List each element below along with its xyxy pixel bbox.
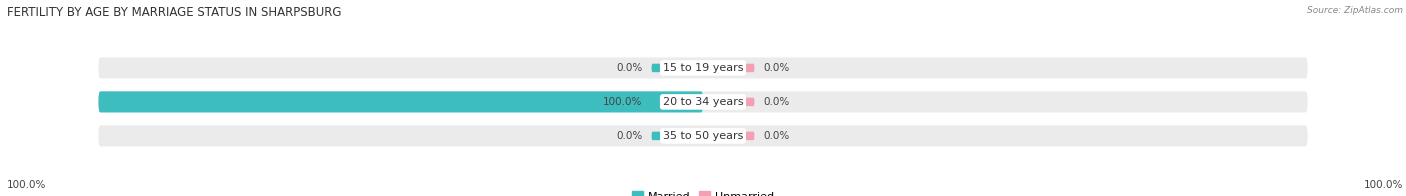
- Text: 0.0%: 0.0%: [616, 63, 643, 73]
- FancyBboxPatch shape: [706, 98, 755, 106]
- FancyBboxPatch shape: [98, 125, 1308, 146]
- Text: 0.0%: 0.0%: [763, 63, 790, 73]
- Text: 15 to 19 years: 15 to 19 years: [662, 63, 744, 73]
- Text: 0.0%: 0.0%: [616, 131, 643, 141]
- Text: 20 to 34 years: 20 to 34 years: [662, 97, 744, 107]
- FancyBboxPatch shape: [98, 91, 1308, 113]
- Text: 35 to 50 years: 35 to 50 years: [662, 131, 744, 141]
- FancyBboxPatch shape: [706, 64, 755, 72]
- FancyBboxPatch shape: [98, 57, 1308, 78]
- Text: 0.0%: 0.0%: [763, 131, 790, 141]
- Text: 100.0%: 100.0%: [1364, 180, 1403, 190]
- Text: Source: ZipAtlas.com: Source: ZipAtlas.com: [1308, 6, 1403, 15]
- FancyBboxPatch shape: [706, 132, 755, 140]
- Text: 100.0%: 100.0%: [7, 180, 46, 190]
- FancyBboxPatch shape: [98, 91, 703, 113]
- FancyBboxPatch shape: [651, 132, 700, 140]
- Text: FERTILITY BY AGE BY MARRIAGE STATUS IN SHARPSBURG: FERTILITY BY AGE BY MARRIAGE STATUS IN S…: [7, 6, 342, 19]
- Text: 100.0%: 100.0%: [603, 97, 643, 107]
- FancyBboxPatch shape: [651, 98, 700, 106]
- Legend: Married, Unmarried: Married, Unmarried: [627, 187, 779, 196]
- FancyBboxPatch shape: [651, 64, 700, 72]
- Text: 0.0%: 0.0%: [763, 97, 790, 107]
